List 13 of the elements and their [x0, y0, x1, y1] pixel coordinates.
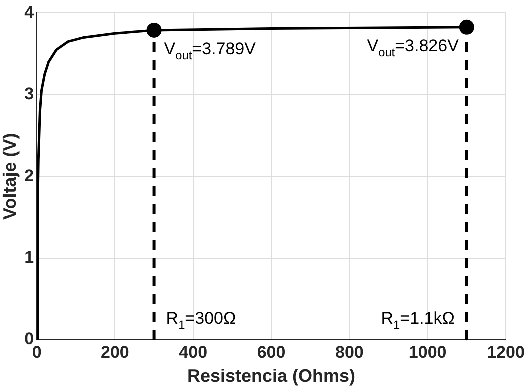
x-tick-label: 400: [179, 342, 208, 362]
y-tick-label: 3: [24, 84, 34, 104]
y-tick-label: 0: [24, 330, 34, 349]
x-tick-label: 800: [335, 342, 364, 362]
x-tick-label: 1200: [487, 342, 525, 362]
y-tick-label: 4: [24, 2, 35, 22]
y-tick-label: 1: [24, 248, 34, 267]
y-tick-label: 2: [24, 166, 34, 186]
x-axis-title: Resistencia (Ohms): [187, 366, 356, 386]
y-axis-title: Voltaje (V): [0, 133, 20, 220]
x-tick-label: 600: [257, 342, 286, 362]
x-tick-label: 1000: [408, 342, 447, 362]
x-tick-label: 200: [101, 342, 130, 362]
